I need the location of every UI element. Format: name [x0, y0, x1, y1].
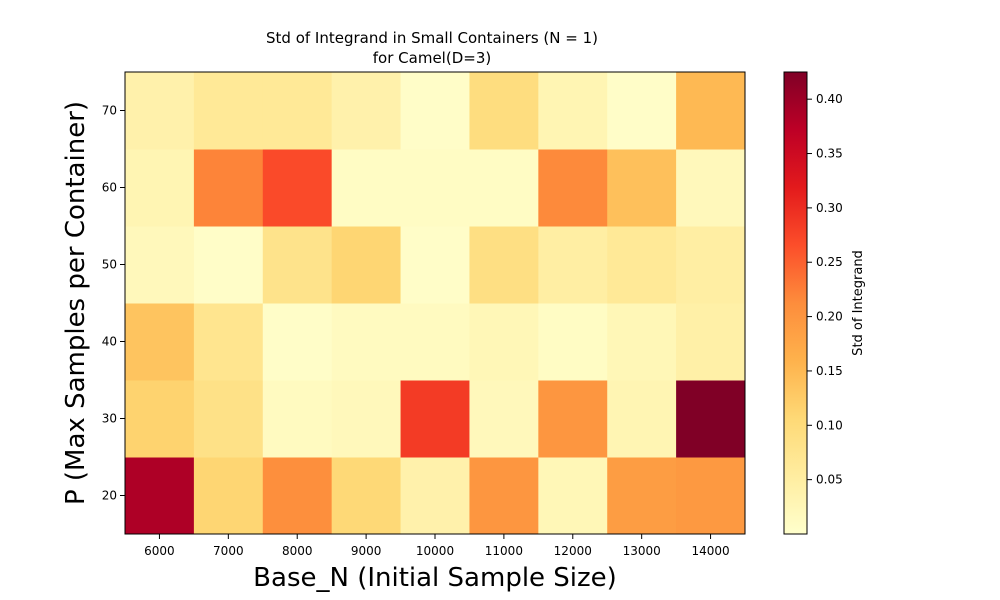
heatmap-cell: [469, 72, 539, 150]
heatmap-cell: [125, 457, 195, 535]
heatmap-cell: [607, 226, 677, 304]
heatmap-cell: [676, 72, 746, 150]
heatmap-cell: [676, 226, 746, 304]
heatmap-cell: [538, 380, 608, 458]
heatmap-cell: [262, 226, 333, 304]
heatmap-cell: [400, 303, 470, 381]
colorbar-tick-label: 0.05: [816, 473, 843, 487]
heatmap-cell: [331, 457, 402, 535]
colorbar-tick-label: 0.35: [816, 147, 843, 161]
y-tick-label: 60: [102, 181, 117, 195]
colorbar: [783, 71, 808, 535]
heatmap-cell: [262, 380, 333, 458]
y-tick-label: 40: [102, 335, 117, 349]
heatmap-cell: [400, 72, 470, 150]
x-axis-ticks: 6000 7000 8000 9000 10000 11000 12000 13000 1400…: [144, 534, 730, 558]
heatmap-cell: [262, 72, 333, 150]
heatmap-cell: [331, 380, 402, 458]
x-tick-label: 9000: [351, 544, 382, 558]
colorbar-tick-label: 0.20: [816, 310, 843, 324]
heatmap-cell: [125, 226, 195, 304]
heatmap-cell: [262, 149, 333, 227]
x-tick-label: 12000: [554, 544, 592, 558]
heatmap-cell: [538, 226, 608, 304]
colorbar-tick-label: 0.40: [816, 92, 843, 106]
heatmap-cells: [125, 72, 746, 535]
x-tick-label: 13000: [623, 544, 661, 558]
colorbar-tick-label: 0.30: [816, 201, 843, 215]
colorbar-tick-label: 0.15: [816, 364, 843, 378]
y-axis-label: P (Max Samples per Container): [61, 101, 91, 505]
heatmap-cell: [676, 457, 746, 535]
y-tick-label: 50: [102, 258, 117, 272]
y-tick-label: 20: [102, 489, 117, 503]
colorbar-ticks: 0.05 0.10 0.15 0.20 0.25 0.30 0.35 0.40: [807, 92, 843, 487]
x-axis-label: Base_N (Initial Sample Size): [253, 563, 617, 593]
heatmap-cell: [193, 72, 264, 150]
heatmap-cell: [331, 149, 402, 227]
y-axis-ticks: 20 30 40 50 60 70: [102, 104, 125, 503]
heatmap-cell: [400, 149, 470, 227]
colorbar-tick-label: 0.10: [816, 418, 843, 432]
heatmap-cell: [538, 457, 608, 535]
heatmap-cell: [125, 72, 195, 150]
heatmap-cell: [262, 457, 333, 535]
heatmap-cell: [607, 72, 677, 150]
x-tick-label: 10000: [416, 544, 454, 558]
heatmap-cell: [676, 149, 746, 227]
y-tick-label: 30: [102, 412, 117, 426]
heatmap-cell: [469, 457, 539, 535]
heatmap-cell: [676, 380, 746, 458]
heatmap-cell: [193, 380, 264, 458]
heatmap-cell: [125, 380, 195, 458]
x-tick-label: 7000: [213, 544, 244, 558]
heatmap-cell: [538, 303, 608, 381]
colorbar-label: Std of Integrand: [851, 250, 866, 356]
y-tick-label: 70: [102, 104, 117, 118]
heatmap-cell: [193, 149, 264, 227]
heatmap-cell: [469, 303, 539, 381]
heatmap-cell: [607, 149, 677, 227]
heatmap-cell: [607, 457, 677, 535]
heatmap-cell: [676, 303, 746, 381]
x-tick-label: 14000: [691, 544, 729, 558]
heatmap-cell: [538, 72, 608, 150]
heatmap-cell: [469, 149, 539, 227]
heatmap-cell: [125, 303, 195, 381]
heatmap-cell: [262, 303, 333, 381]
chart-title: Std of Integrand in Small Containers (N …: [266, 29, 598, 47]
heatmap-cell: [400, 380, 470, 458]
x-tick-label: 6000: [144, 544, 175, 558]
colorbar-tick-label: 0.25: [816, 255, 843, 269]
heatmap-cell: [125, 149, 195, 227]
heatmap-cell: [331, 72, 402, 150]
heatmap-cell: [607, 380, 677, 458]
heatmap-cell: [331, 226, 402, 304]
x-tick-label: 11000: [485, 544, 523, 558]
heatmap-cell: [193, 457, 264, 535]
heatmap-cell: [193, 303, 264, 381]
x-tick-label: 8000: [282, 544, 313, 558]
heatmap-cell: [400, 457, 470, 535]
heatmap-cell: [469, 380, 539, 458]
heatmap-cell: [331, 303, 402, 381]
heatmap-cell: [469, 226, 539, 304]
chart-subtitle: for Camel(D=3): [373, 49, 491, 67]
heatmap-cell: [400, 226, 470, 304]
heatmap-cell: [193, 226, 264, 304]
heatmap-cell: [538, 149, 608, 227]
heatmap-cell: [607, 303, 677, 381]
